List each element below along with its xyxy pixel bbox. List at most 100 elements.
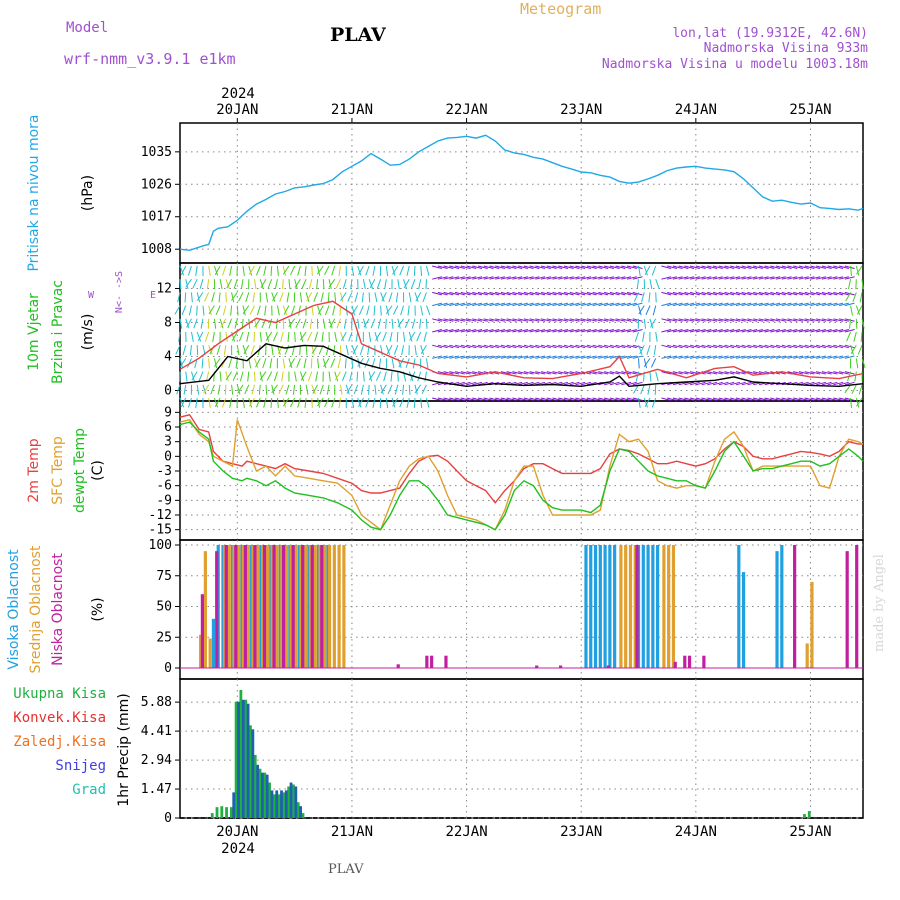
wind-barb <box>821 276 832 280</box>
wind-barb <box>180 397 187 408</box>
wind-barb <box>449 302 460 307</box>
wind-barb <box>724 291 735 296</box>
precip-bar <box>241 699 245 818</box>
precip-bar <box>232 792 236 818</box>
wind-barb <box>307 371 313 382</box>
wind-barb <box>495 355 506 359</box>
wind-barb <box>339 292 344 303</box>
wind-barb <box>701 291 712 296</box>
wind-barb <box>643 358 651 367</box>
wind-barb <box>678 302 689 307</box>
wind-barb <box>512 355 523 359</box>
wind-barb <box>349 371 353 382</box>
wind-barb <box>787 355 798 359</box>
wind-barb <box>347 292 353 302</box>
cloud-bar <box>608 545 612 668</box>
wind-barb <box>775 329 786 333</box>
cloud-bar <box>222 545 227 668</box>
footer-station: PLAV <box>328 862 364 877</box>
wind-barb <box>425 305 431 316</box>
wind-barb <box>288 318 296 328</box>
wind-barb <box>798 302 809 307</box>
wind-barb <box>563 329 574 333</box>
precip-bar <box>292 784 295 818</box>
wind-barb <box>351 358 354 369</box>
wind-barb <box>753 355 763 359</box>
wind-barb <box>552 265 563 269</box>
wind-barb <box>753 397 763 401</box>
wind-barb <box>335 278 341 289</box>
wind-barb <box>781 302 792 307</box>
wind-barb <box>689 302 700 307</box>
pressure-frame <box>179 122 864 264</box>
precip-bar <box>215 807 219 818</box>
wind-barb <box>466 355 477 359</box>
wind-barb <box>477 381 488 386</box>
wind-barb <box>472 302 483 307</box>
wind-barb <box>701 318 712 322</box>
cloud-bar <box>332 545 336 668</box>
wind-barb <box>747 291 758 296</box>
wind-barb <box>238 331 244 342</box>
wind-barb <box>667 318 677 322</box>
wind-barb <box>632 397 643 401</box>
wind-barb <box>651 397 657 408</box>
wind-barb <box>403 331 406 342</box>
wind-barb <box>460 329 471 333</box>
wind-barb <box>271 292 276 303</box>
wind-barb <box>816 276 827 280</box>
wind-barb <box>213 318 217 329</box>
cloud-bar <box>224 545 228 668</box>
wind-barb <box>753 318 763 322</box>
wind-barb <box>466 397 477 401</box>
top-day-label: 24JAN <box>675 102 717 118</box>
wind-barb <box>558 329 569 333</box>
wind-barb <box>609 381 620 386</box>
wind-barb <box>391 397 396 408</box>
wind-barb <box>460 291 471 296</box>
wind-barb <box>844 302 855 307</box>
wind-barb <box>827 329 838 333</box>
wind-barb <box>518 381 528 386</box>
wind-barb <box>592 344 603 349</box>
wind-barb <box>249 305 255 315</box>
wind-barb <box>506 397 517 401</box>
wind-barb <box>707 381 718 386</box>
wind-barb <box>735 371 746 375</box>
wind-barb <box>645 305 651 315</box>
wind-barb <box>182 345 187 355</box>
wind-barb <box>414 345 417 356</box>
wind-barb <box>254 371 256 382</box>
wind-barb <box>684 344 695 349</box>
wind-barb <box>781 329 792 333</box>
wind-barb <box>540 291 551 296</box>
cloud-bar <box>327 545 332 668</box>
wind-barb <box>598 291 609 296</box>
wind-barb <box>821 302 832 307</box>
wind-barb <box>231 331 238 341</box>
wind-barb <box>454 371 465 375</box>
wind-barb <box>855 358 859 369</box>
pressure-ytick-label: 1026 <box>141 177 172 192</box>
wind-barb <box>581 329 592 333</box>
wind-barb <box>500 329 511 333</box>
wind-barb <box>248 397 255 407</box>
wind-barb <box>413 265 416 277</box>
wind-barb <box>758 344 769 349</box>
wind-barb <box>586 329 597 333</box>
wind-barb <box>437 291 448 296</box>
wind-barb <box>385 265 389 276</box>
wind-compass-ns: N<- ->S <box>114 271 125 313</box>
wind-barb <box>362 279 366 290</box>
precip-bar <box>301 813 305 818</box>
wind-barb <box>652 305 657 316</box>
wind-barb <box>684 276 695 280</box>
cloud-bar <box>633 545 637 668</box>
wind-barb <box>443 329 454 333</box>
wind-barb <box>208 397 211 408</box>
wind-barb <box>274 279 278 290</box>
wind-barb <box>512 329 523 333</box>
wind-barb <box>523 291 534 296</box>
wind-barb <box>707 355 718 359</box>
wind-barb <box>667 329 677 333</box>
